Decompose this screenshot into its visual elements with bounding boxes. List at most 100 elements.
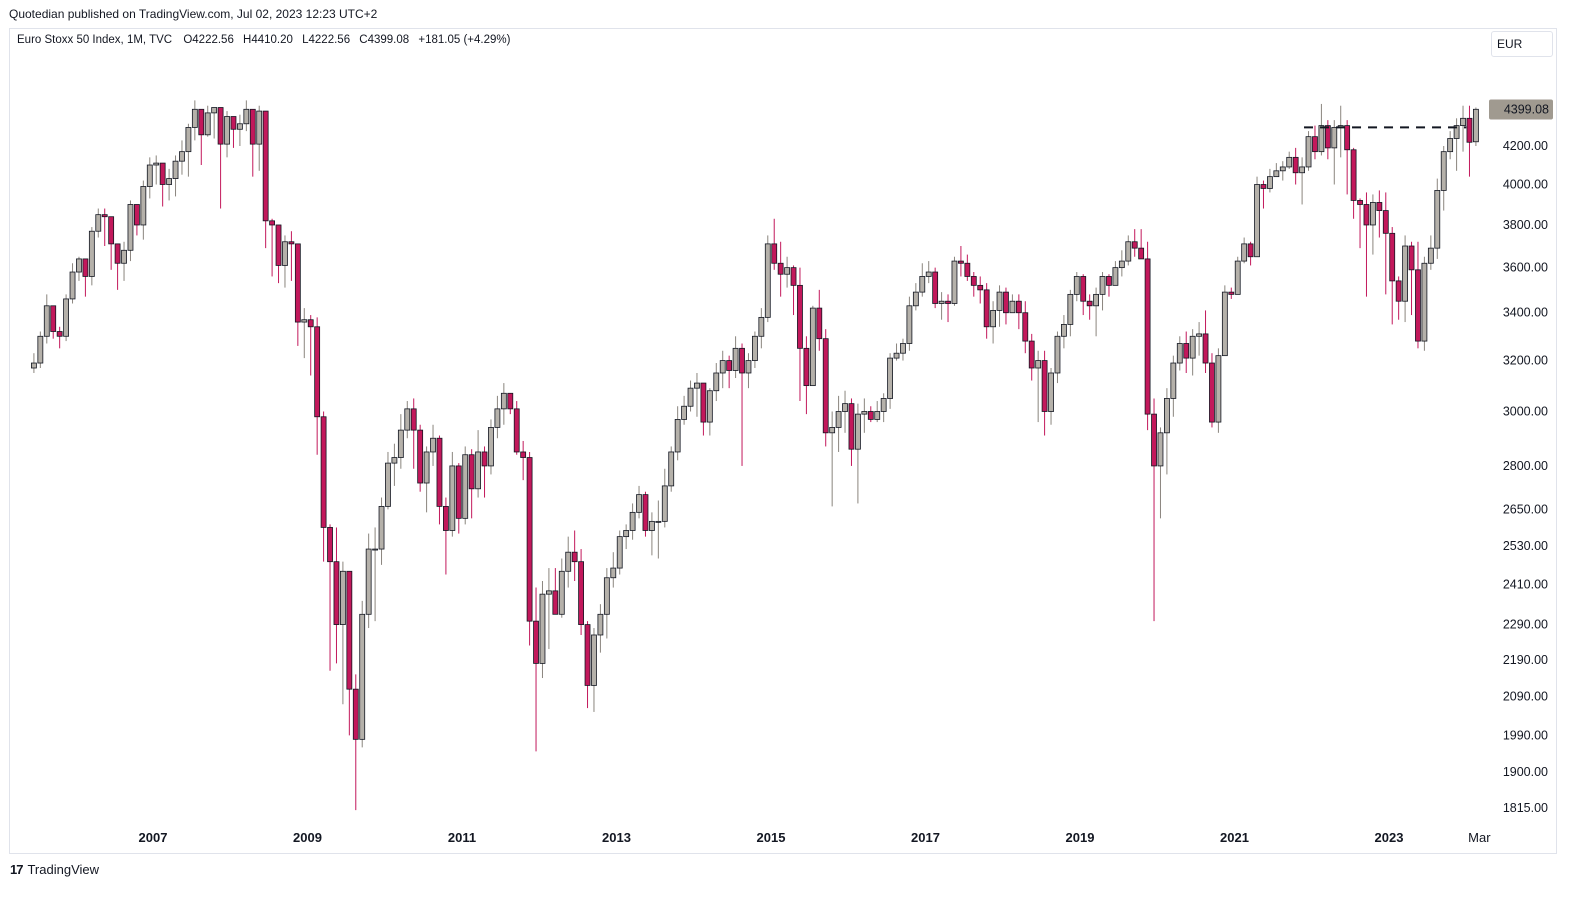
candle-body xyxy=(95,214,102,232)
candle xyxy=(835,395,842,452)
price-tick-label: 3200.00 xyxy=(1503,354,1548,368)
candle xyxy=(932,267,939,309)
last-price-label: 4399.08 xyxy=(1504,102,1549,116)
candle xyxy=(642,491,649,537)
candle-body xyxy=(771,243,778,264)
candle xyxy=(803,336,810,415)
candle-body xyxy=(713,372,720,392)
candle xyxy=(1421,256,1428,351)
candle xyxy=(488,419,494,475)
candle-body xyxy=(294,243,301,323)
candle-body xyxy=(739,347,745,374)
candle xyxy=(307,315,314,376)
price-axis: 1815.00 1900.00 1990.00 2090.00 2190.00 2290.… xyxy=(1489,99,1553,815)
candle xyxy=(1202,310,1209,373)
candle-body xyxy=(449,465,456,531)
candle-body xyxy=(1228,291,1235,295)
candle xyxy=(996,285,1003,327)
time-tick-label: 2023 xyxy=(1375,830,1404,845)
candle-body xyxy=(1073,276,1080,295)
candle-body xyxy=(430,437,436,453)
candle xyxy=(114,243,121,290)
candle xyxy=(797,267,803,402)
time-tick-label: 2021 xyxy=(1220,830,1249,845)
candle-body xyxy=(719,360,726,374)
candle xyxy=(546,568,552,650)
candle-body xyxy=(1279,166,1286,172)
time-tick-label: 2011 xyxy=(448,830,476,845)
candle xyxy=(172,155,179,197)
candle xyxy=(732,336,739,379)
candle-body xyxy=(1170,362,1177,399)
candle xyxy=(1473,107,1479,146)
candle-body xyxy=(378,505,385,550)
candle-body xyxy=(1151,413,1157,467)
price-tick-label: 2650.00 xyxy=(1503,502,1548,516)
candle xyxy=(1324,120,1331,160)
candle-body xyxy=(1003,291,1009,314)
candle xyxy=(1273,163,1280,178)
candle-body xyxy=(121,249,127,264)
candle-body xyxy=(140,186,147,226)
candle xyxy=(649,512,655,556)
candle-body xyxy=(1305,136,1312,168)
candle xyxy=(784,256,790,288)
candle xyxy=(481,446,488,498)
candle xyxy=(262,110,269,249)
candle xyxy=(76,256,82,281)
candle xyxy=(848,398,855,466)
candle-body xyxy=(1028,340,1035,369)
candle xyxy=(1221,285,1228,357)
candle xyxy=(346,570,353,736)
candle xyxy=(616,530,623,575)
candle xyxy=(475,430,481,498)
candle xyxy=(1035,350,1042,423)
candle-body xyxy=(340,570,346,625)
currency-button[interactable]: EUR xyxy=(1491,31,1553,57)
candle xyxy=(1048,367,1054,425)
candle-body xyxy=(983,289,990,328)
candle xyxy=(88,227,95,286)
candle-body xyxy=(752,335,758,361)
candle xyxy=(1073,272,1080,302)
candle-body xyxy=(958,260,964,264)
candle-body xyxy=(153,162,160,166)
candle xyxy=(623,524,630,550)
candle xyxy=(1267,168,1273,193)
candle-body xyxy=(880,398,887,412)
candle-body xyxy=(578,561,584,625)
candle-body xyxy=(1183,343,1190,359)
candle-body xyxy=(352,688,359,740)
candle xyxy=(1106,274,1112,297)
candle-body xyxy=(1112,267,1119,286)
candle xyxy=(700,382,707,436)
candle xyxy=(1215,348,1222,433)
candle-body xyxy=(82,258,89,277)
candle-body xyxy=(224,116,230,145)
candle-body xyxy=(481,451,488,467)
legend-change: +181.05 (+4.29%) xyxy=(418,34,511,46)
candle-body xyxy=(237,123,243,130)
candle xyxy=(822,329,829,447)
candle-body xyxy=(1440,151,1447,191)
candle-body xyxy=(1022,312,1029,342)
candle xyxy=(320,411,327,562)
candle xyxy=(1041,350,1048,436)
candle xyxy=(861,398,868,433)
candle-body xyxy=(996,291,1003,311)
price-tick-label: 2800.00 xyxy=(1503,459,1548,473)
candle-body xyxy=(681,405,687,420)
candle xyxy=(687,380,694,412)
candle-body xyxy=(56,331,63,337)
candle-body xyxy=(1234,260,1241,295)
candle-body xyxy=(874,411,881,420)
candle xyxy=(539,581,546,679)
candle xyxy=(423,446,430,513)
candle xyxy=(507,392,514,415)
candle-body xyxy=(848,403,855,450)
candle-body xyxy=(282,241,288,266)
candle-body xyxy=(616,536,623,569)
candle-body xyxy=(320,416,327,528)
candle-body xyxy=(970,276,977,286)
candle xyxy=(430,424,436,466)
